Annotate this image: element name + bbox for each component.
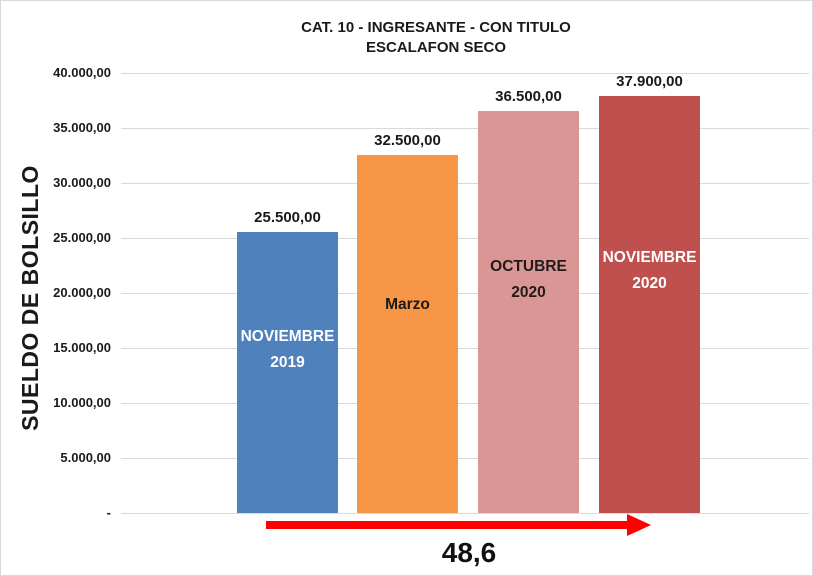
gridline <box>121 348 809 349</box>
y-tick-label: 30.000,00 <box>53 175 111 190</box>
bar-category-label: NOVIEMBRE 2020 <box>603 245 697 297</box>
bar-category-label-line: 2020 <box>632 275 667 293</box>
gridline <box>121 513 809 514</box>
bar-noviembre-2020: NOVIEMBRE 2020 <box>599 96 700 513</box>
gridline <box>121 238 809 239</box>
bar-category-label-line: OCTUBRE <box>490 257 567 275</box>
chart-title-line1: CAT. 10 - INGRESANTE - CON TITULO <box>301 19 571 36</box>
chart-title: CAT. 10 - INGRESANTE - CON TITULO ESCALA… <box>121 18 751 58</box>
gridline <box>121 128 809 129</box>
bar-value-label: 25.500,00 <box>254 209 321 226</box>
y-tick-label: 20.000,00 <box>53 285 111 300</box>
y-tick-label: 10.000,00 <box>53 395 111 410</box>
bar-category-label-line: NOVIEMBRE <box>240 328 335 346</box>
y-tick-label: 5.000,00 <box>60 450 111 465</box>
bar-category-label: OCTUBRE 2020 <box>490 254 567 306</box>
trend-arrow-head-icon <box>627 514 651 536</box>
bar-value-label: 37.900,00 <box>616 73 683 90</box>
chart-title-line2: ESCALAFON SECO <box>365 39 506 56</box>
gridline <box>121 73 809 74</box>
y-tick-label: 25.000,00 <box>53 230 111 245</box>
y-tick-label: - <box>106 505 111 520</box>
bar-category-label: Marzo <box>385 292 430 318</box>
y-tick-label: 35.000,00 <box>53 120 111 135</box>
y-tick-label: 15.000,00 <box>53 340 111 355</box>
bar-category-label-line: 2019 <box>270 354 305 372</box>
gridline <box>121 293 809 294</box>
y-tick-label: 40.000,00 <box>53 65 111 80</box>
bar-marzo: Marzo <box>357 155 458 513</box>
bar-category-label: NOVIEMBRE 2019 <box>241 324 335 376</box>
gridline <box>121 403 809 404</box>
bar-value-label: 36.500,00 <box>495 88 562 105</box>
gridline <box>121 183 809 184</box>
increase-annotation: 48,6 <box>441 537 497 568</box>
bar-value-label: 32.500,00 <box>374 132 441 149</box>
bar-octubre-2020: OCTUBRE 2020 <box>478 111 579 513</box>
bar-category-label-line: Marzo <box>385 296 430 314</box>
bar-noviembre-2019: NOVIEMBRE 2019 <box>237 232 338 513</box>
gridline <box>121 458 809 459</box>
trend-arrow-shaft <box>266 521 631 529</box>
bar-category-label-line: 2020 <box>511 283 546 301</box>
bar-category-label-line: NOVIEMBRE <box>602 249 697 267</box>
